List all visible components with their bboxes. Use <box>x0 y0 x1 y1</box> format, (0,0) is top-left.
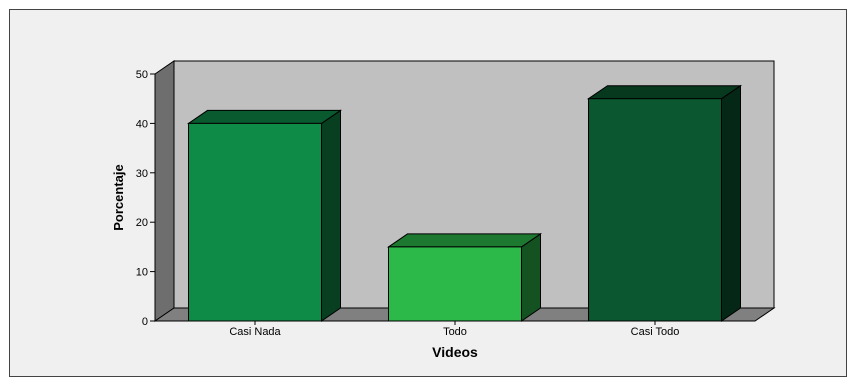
side-wall <box>154 60 175 322</box>
x-tick-label: Casi Todo <box>631 326 680 338</box>
y-tick-label: 50 <box>136 69 148 81</box>
y-tick-label: 0 <box>142 316 148 328</box>
bars <box>186 84 743 322</box>
bar-top <box>186 109 343 124</box>
y-tick-label: 40 <box>136 118 148 130</box>
bar-side <box>521 232 541 322</box>
x-axis: Casi Nada Todo Casi Todo <box>229 321 679 338</box>
bar-front <box>588 98 722 322</box>
y-tick-label: 20 <box>136 217 148 229</box>
y-tick-label: 30 <box>136 168 148 180</box>
y-tick-label: 10 <box>136 267 148 279</box>
bar-side <box>321 109 341 322</box>
bar <box>186 109 343 322</box>
bar-top <box>586 85 743 100</box>
bar-top <box>386 233 543 248</box>
bar <box>386 232 543 322</box>
bar <box>586 84 743 322</box>
bar-front <box>188 122 322 322</box>
x-tick-label: Todo <box>443 326 467 338</box>
x-tick-label: Casi Nada <box>229 326 281 338</box>
y-axis-title: Porcentaje <box>111 164 126 230</box>
x-axis-title: Videos <box>432 344 478 360</box>
bar-side <box>721 84 741 322</box>
y-axis: 0 10 20 30 40 50 <box>136 69 156 328</box>
bar-front <box>388 246 522 322</box>
